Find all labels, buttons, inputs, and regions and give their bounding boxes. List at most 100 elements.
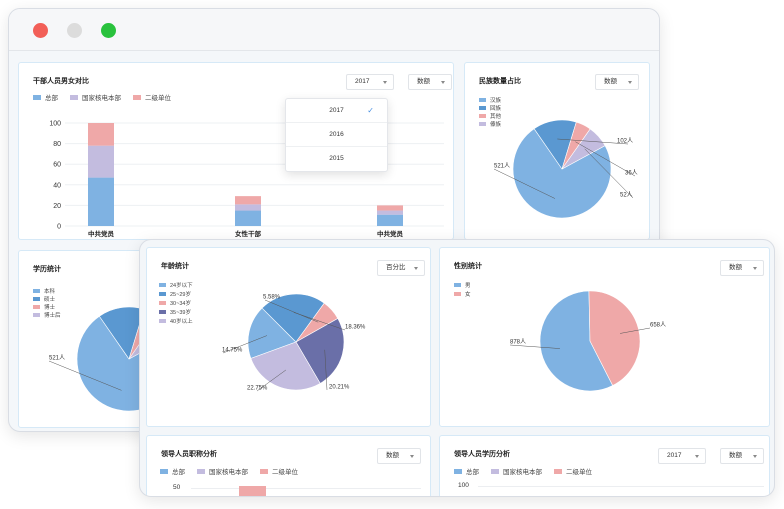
year-select-value: 2017 — [667, 452, 682, 459]
legend-label: 硕士 — [44, 297, 56, 303]
legend-swatch — [159, 309, 166, 314]
legend-label: 汉族 — [490, 98, 502, 104]
legend-label: 女 — [465, 291, 471, 298]
label-leader-line — [620, 327, 651, 334]
pie-slice — [295, 318, 345, 384]
legend-item: 国家核电本部 — [70, 92, 121, 102]
metric-select[interactable]: 数额 — [720, 448, 764, 464]
chart-legend: 总部 国家核电本部 二级单位 — [454, 466, 592, 476]
legend-swatch — [33, 289, 40, 293]
label-leader-line — [293, 312, 346, 331]
legend-label: 二级单位 — [145, 95, 171, 102]
metric-select-value: 百分比 — [386, 264, 406, 271]
legend-label: 二级单位 — [566, 469, 592, 476]
legend-item: 总部 — [454, 466, 479, 476]
legend-swatch — [33, 305, 40, 309]
chevron-down-icon — [441, 81, 445, 84]
grid-line — [478, 486, 764, 487]
legend-swatch — [260, 468, 268, 474]
metric-select[interactable]: 数额 — [377, 448, 421, 464]
legend-item: 回族 — [479, 104, 501, 112]
check-icon: ✓ — [367, 106, 374, 115]
legend-label: 国家核电本部 — [503, 469, 542, 476]
metric-select-value: 数额 — [729, 452, 742, 459]
data-label: 658人 — [650, 322, 666, 329]
legend-label: 傣族 — [490, 122, 502, 128]
label-leader-line — [324, 349, 328, 391]
year-select[interactable]: 2017 — [346, 74, 394, 90]
close-window-button[interactable] — [33, 23, 48, 38]
legend-label: 25~29岁 — [170, 291, 191, 298]
data-label: 52人 — [620, 192, 633, 199]
chart-legend: 本科 硕士 博士 博士后 — [33, 287, 61, 319]
legend-item: 硕士 — [33, 295, 61, 303]
x-tick-label: 中共党员 — [377, 229, 404, 238]
legend-swatch — [159, 282, 166, 287]
legend-item: 35~39岁 — [159, 307, 193, 316]
minimize-window-button[interactable] — [67, 23, 82, 38]
dropdown-option-label: 2017 — [329, 107, 344, 114]
year-select[interactable]: 2017 — [658, 448, 706, 464]
metric-select-value: 数额 — [604, 78, 617, 85]
metric-select[interactable]: 百分比 — [377, 260, 425, 276]
chevron-down-icon — [383, 81, 387, 84]
legend-label: 总部 — [172, 469, 185, 476]
panel-title: 性别统计 — [454, 263, 482, 270]
label-leader-line — [509, 344, 560, 349]
legend-swatch — [454, 468, 462, 474]
metric-select[interactable]: 数额 — [408, 74, 452, 90]
legend-item: 总部 — [33, 92, 58, 102]
data-label: 36人 — [625, 170, 638, 177]
legend-swatch — [159, 300, 166, 305]
front-window: 年龄统计 百分比 24岁以下 25~29岁 30~34岁 35~39岁 40岁以… — [139, 239, 775, 497]
dropdown-option-label: 2016 — [329, 131, 344, 138]
chart-bar — [377, 205, 403, 211]
legend-item: 男 — [454, 280, 471, 289]
pie-slice — [588, 290, 641, 386]
maximize-window-button[interactable] — [101, 23, 116, 38]
chart-legend: 总部 国家核电本部 二级单位 — [33, 92, 171, 102]
panel-title: 领导人员学历分析 — [454, 451, 510, 458]
age-pie-chart: 5.58% 18.36% 20.21% 22.75% 14.75% — [222, 293, 366, 392]
chevron-down-icon — [628, 81, 632, 84]
legend-label: 回族 — [490, 106, 502, 112]
legend-swatch — [479, 114, 486, 118]
pie-slice — [512, 128, 612, 219]
legend-item: 25~29岁 — [159, 289, 193, 298]
panel-title: 学历统计 — [33, 266, 61, 273]
metric-select[interactable]: 数额 — [595, 74, 639, 90]
dropdown-option-2017[interactable]: 2017 ✓ — [286, 99, 387, 123]
data-label: 521人 — [494, 163, 510, 170]
pie-slice — [539, 290, 614, 392]
y-tick-label: 50 — [173, 484, 181, 491]
label-leader-line — [256, 369, 287, 392]
chart-bar — [235, 204, 261, 211]
data-label: 102人 — [617, 138, 633, 145]
pie-slice — [561, 128, 606, 170]
legend-swatch — [33, 297, 40, 301]
panel-title: 年龄统计 — [161, 263, 189, 270]
label-leader-line — [557, 138, 629, 145]
x-tick-label: 中共党员 — [88, 229, 115, 238]
legend-item: 其他 — [479, 112, 501, 120]
dropdown-option-2016[interactable]: 2016 — [286, 123, 387, 147]
chart-bar — [235, 196, 261, 205]
stacked-bar-chart: 0 20 40 60 80 100 中共党员 女性干部 中共党员 — [49, 121, 444, 238]
label-leader-line — [575, 141, 636, 177]
chevron-down-icon — [414, 267, 418, 270]
label-leader-line — [264, 299, 319, 323]
legend-item: 博士 — [33, 303, 61, 311]
metric-select[interactable]: 数额 — [720, 260, 764, 276]
leader-education-panel: 领导人员学历分析 2017 数额 总部 国家核电本部 二级单位 100 — [439, 435, 770, 496]
y-tick-label: 20 — [53, 203, 61, 210]
y-tick-label: 0 — [57, 224, 61, 231]
dropdown-option-2015[interactable]: 2015 — [286, 147, 387, 171]
legend-label: 本科 — [44, 289, 56, 295]
legend-item: 女 — [454, 289, 471, 298]
gender-panel: 性别统计 数额 男 女 878人 658人 — [439, 247, 770, 427]
data-label: 20.21% — [329, 385, 350, 391]
legend-swatch — [33, 313, 40, 317]
legend-item: 傣族 — [479, 120, 501, 128]
legend-label: 30~34岁 — [170, 300, 191, 307]
legend-swatch — [479, 106, 486, 110]
